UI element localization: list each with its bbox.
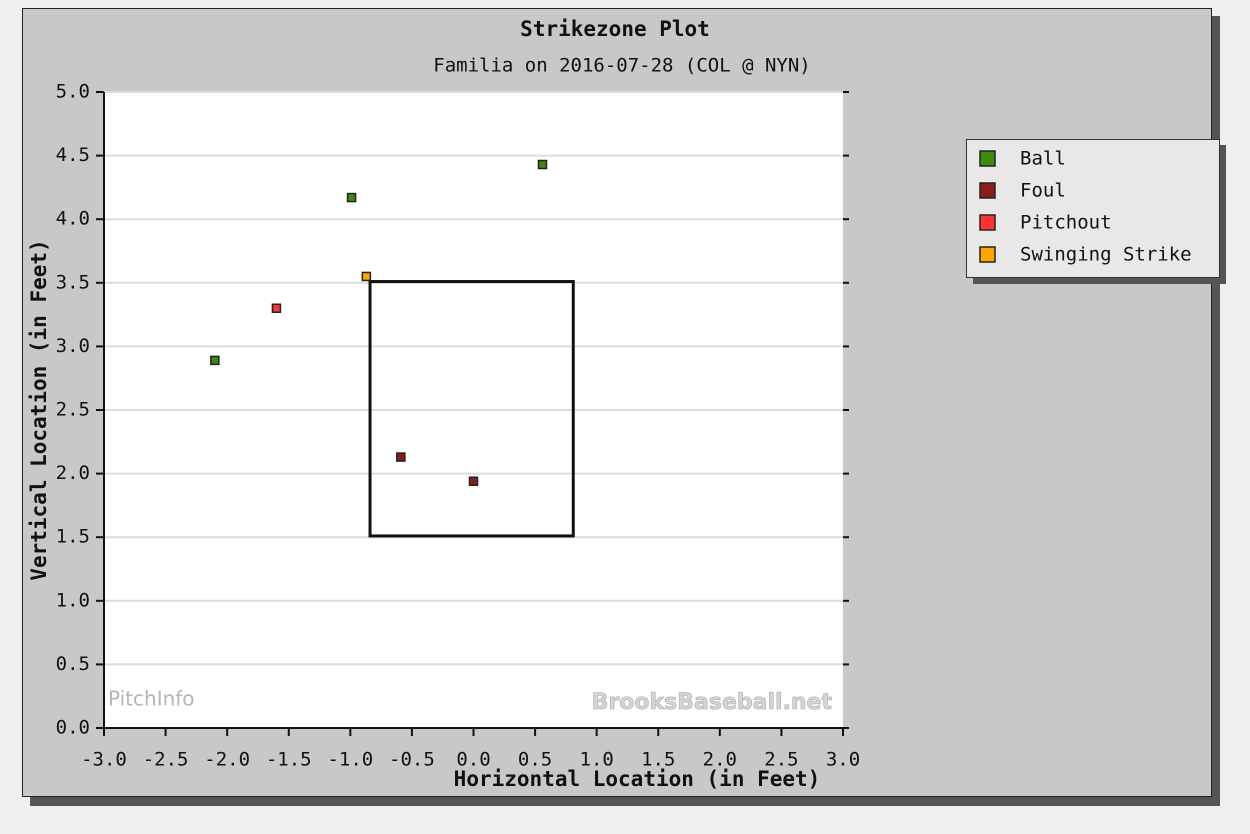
x-tick-label: -1.0 <box>327 749 373 771</box>
point <box>210 355 220 366</box>
x-tick-label: 2.0 <box>703 749 737 771</box>
x-tick-label: 1.0 <box>580 749 614 771</box>
legend-swatch <box>979 246 996 263</box>
x-tick-label: -1.5 <box>266 749 312 771</box>
x-axis-title: Horizontal Location (in Feet) <box>454 767 821 791</box>
y-tick-label: 5.0 <box>56 81 90 103</box>
watermark: BrooksBaseball.net <box>592 690 833 715</box>
legend-swatch <box>979 214 996 231</box>
point <box>537 159 548 170</box>
point <box>361 271 372 282</box>
point <box>271 303 282 313</box>
x-tick-label: -2.0 <box>204 749 250 771</box>
x-tick-label: 3.0 <box>826 749 860 771</box>
x-tick-label: 2.5 <box>764 749 798 771</box>
y-tick-label: 2.5 <box>56 399 90 421</box>
x-tick-label: -0.5 <box>389 749 435 771</box>
legend-label: Swinging Strike <box>1020 244 1192 266</box>
legend-label: Ball <box>1020 148 1066 170</box>
y-tick-label: 3.0 <box>56 335 90 357</box>
y-tick-label: 4.5 <box>56 144 90 166</box>
legend-swatch <box>979 150 996 167</box>
point <box>468 476 479 486</box>
y-axis-title: Vertical Location (in Feet) <box>27 239 51 580</box>
y-tick-label: 3.5 <box>56 271 90 293</box>
watermark: PitchInfo <box>108 687 195 711</box>
y-tick-label: 0.5 <box>56 653 90 675</box>
y-tick-label: 2.0 <box>56 462 90 484</box>
chart-title: Strikezone Plot <box>520 17 710 41</box>
legend-label: Foul <box>1020 180 1066 202</box>
x-tick-label: -3.0 <box>81 749 127 771</box>
legend-swatch <box>979 182 996 199</box>
y-tick-label: 4.0 <box>56 208 90 230</box>
point <box>346 192 357 203</box>
x-tick-label: 1.5 <box>641 749 675 771</box>
chart-subtitle: Familia on 2016-07-28 (COL @ NYN) <box>433 55 811 77</box>
x-tick-label: -2.5 <box>143 749 189 771</box>
y-tick-label: 1.5 <box>56 526 90 548</box>
strike-zone <box>368 280 575 538</box>
x-tick-label: 0.5 <box>518 749 552 771</box>
y-tick-label: 0.0 <box>56 717 90 739</box>
y-tick-label: 1.0 <box>56 589 90 611</box>
legend-label: Pitchout <box>1020 212 1112 234</box>
legend <box>966 139 1220 278</box>
x-tick-label: 0.0 <box>456 749 490 771</box>
point <box>396 452 406 462</box>
